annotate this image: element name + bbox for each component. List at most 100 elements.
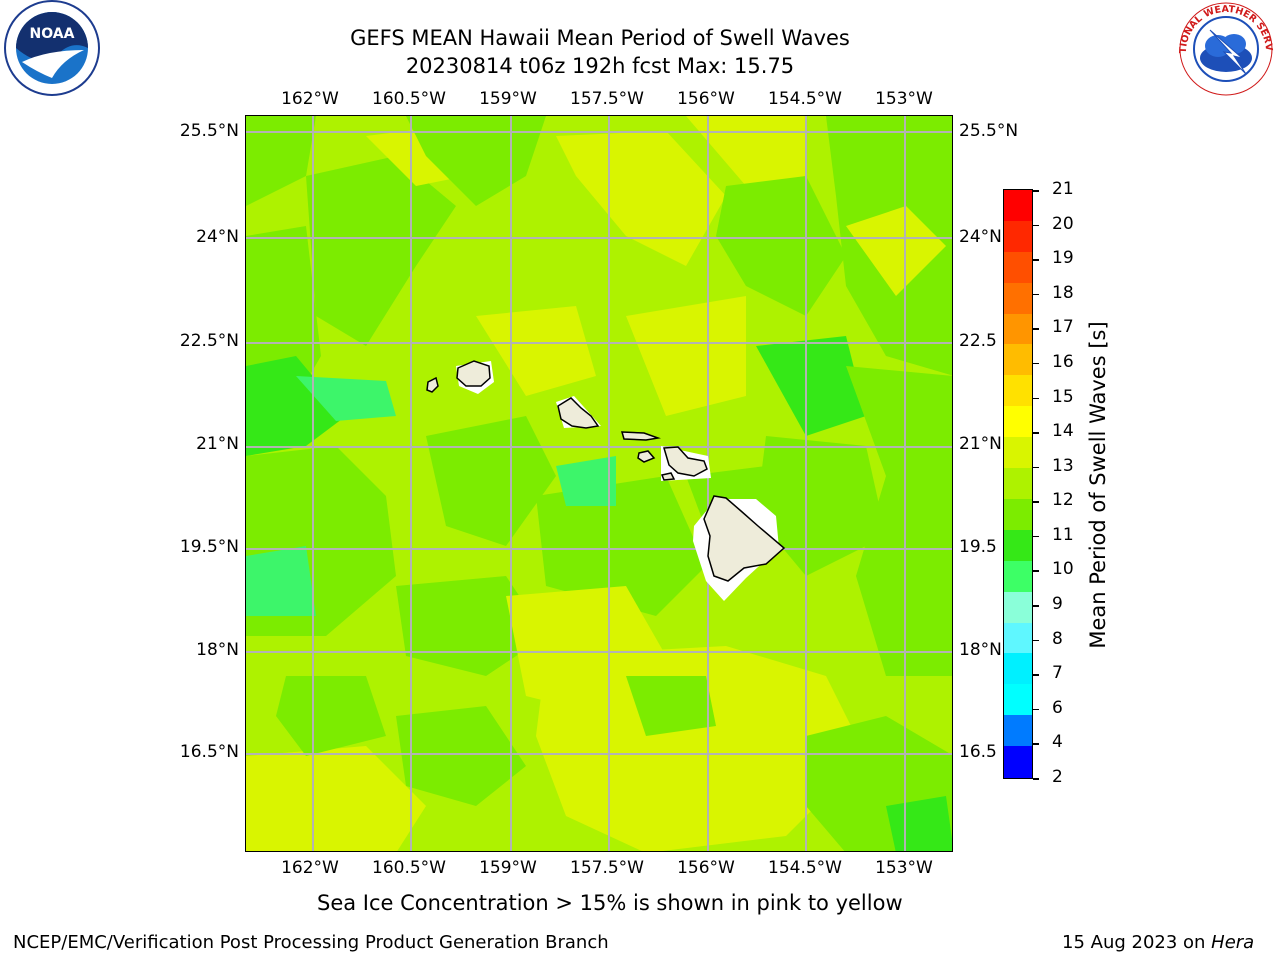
swell-period-map bbox=[246, 116, 952, 851]
colorbar-segment bbox=[1004, 468, 1032, 500]
lat-label-right: 16.5 bbox=[959, 742, 997, 762]
lat-label-left: 24°N bbox=[196, 227, 239, 247]
colorbar-tick-label: 17 bbox=[1052, 317, 1074, 338]
island-lanai bbox=[637, 450, 656, 463]
colorbar-tick-label: 14 bbox=[1052, 421, 1074, 442]
colorbar-tick-label: 11 bbox=[1052, 524, 1074, 545]
colorbar-segment bbox=[1004, 375, 1032, 407]
field-patch bbox=[246, 746, 426, 851]
colorbar-tick-label: 15 bbox=[1052, 386, 1074, 407]
colorbar-tick bbox=[1033, 224, 1039, 227]
colorbar-segment bbox=[1004, 653, 1032, 685]
map-subtitle: 20230814 t06z 192h fcst Max: 15.75 bbox=[405, 54, 795, 78]
noaa-logo-text: NOAA bbox=[30, 26, 75, 42]
lat-label-left: 19.5°N bbox=[179, 537, 239, 557]
colorbar-tick-label: 8 bbox=[1052, 628, 1063, 649]
colorbar-tick-label: 21 bbox=[1052, 179, 1074, 199]
colorbar-title: Mean Period of Swell Waves [s] bbox=[1086, 321, 1110, 649]
lat-label-left: 18°N bbox=[196, 640, 239, 660]
colorbar-tick-label: 7 bbox=[1052, 663, 1063, 684]
colorbar-tick-label: 13 bbox=[1052, 455, 1074, 476]
colorbar-tick-label: 18 bbox=[1052, 282, 1074, 303]
field-patch bbox=[296, 376, 396, 421]
colorbar-segment bbox=[1004, 313, 1032, 346]
colorbar-tick-label: 9 bbox=[1052, 594, 1063, 615]
colorbar-tick bbox=[1033, 501, 1039, 503]
colorbar-tick-label: 19 bbox=[1052, 248, 1074, 269]
field-patch bbox=[556, 131, 726, 266]
lon-label-top: 156°W bbox=[677, 89, 735, 109]
noaa-logo: NOAA bbox=[2, 0, 102, 100]
colorbar-segment bbox=[1004, 715, 1032, 747]
colorbar-segment bbox=[1004, 684, 1032, 716]
lat-label-right: 24°N bbox=[959, 227, 1002, 247]
field-patch bbox=[556, 456, 616, 506]
graticule-lines bbox=[246, 116, 952, 851]
colorbar-segment bbox=[1004, 622, 1032, 654]
colorbar-tick bbox=[1033, 466, 1039, 469]
colorbar-segment bbox=[1004, 282, 1032, 315]
field-contours bbox=[246, 116, 952, 851]
island-hawaii bbox=[703, 495, 786, 582]
colorbar-tick bbox=[1033, 674, 1039, 676]
map-frame bbox=[245, 115, 953, 852]
lon-label-bottom: 160.5°W bbox=[372, 858, 446, 878]
island-oahu bbox=[557, 397, 600, 429]
field-patch bbox=[396, 706, 526, 806]
colorbar-tick bbox=[1033, 778, 1039, 780]
field-patch bbox=[886, 796, 952, 851]
lon-label-top: 153°W bbox=[875, 89, 933, 109]
field-patch bbox=[536, 646, 866, 851]
colorbar-tick-label: 12 bbox=[1052, 490, 1074, 511]
nws-logo: NATIONAL WEATHER SERVICE bbox=[1172, 0, 1276, 100]
island-kahoolawe bbox=[660, 472, 676, 481]
map-title: GEFS MEAN Hawaii Mean Period of Swell Wa… bbox=[350, 26, 850, 50]
field-patch bbox=[846, 206, 946, 296]
field-patch bbox=[756, 436, 886, 576]
colorbar-segment bbox=[1004, 220, 1032, 253]
colorbar-tick-label: 6 bbox=[1052, 697, 1063, 718]
colorbar-tick bbox=[1033, 362, 1039, 365]
field-patch bbox=[536, 476, 706, 616]
lon-label-bottom: 154.5°W bbox=[768, 858, 842, 878]
colorbar-tick-label: 16 bbox=[1052, 351, 1074, 372]
colorbar-tick-label: 20 bbox=[1052, 213, 1074, 234]
lat-label-right: 19.5 bbox=[959, 537, 997, 557]
field-patch bbox=[246, 116, 316, 206]
credit-line: NCEP/EMC/Verification Post Processing Pr… bbox=[13, 932, 609, 953]
date-line: 15 Aug 2023 on Hera bbox=[1062, 932, 1254, 953]
lat-label-left: 21°N bbox=[196, 434, 239, 454]
lat-label-right: 18°N bbox=[959, 640, 1002, 660]
lat-label-left: 22.5°N bbox=[179, 331, 239, 351]
colorbar-segment bbox=[1004, 344, 1032, 376]
colorbar-tick-label: 2 bbox=[1052, 767, 1063, 787]
island-maui bbox=[663, 446, 708, 477]
field-patch bbox=[246, 356, 346, 456]
colorbar-tick bbox=[1033, 259, 1039, 261]
island-molokai bbox=[620, 431, 661, 441]
field-patch bbox=[756, 336, 866, 436]
field-patch bbox=[306, 156, 456, 346]
lat-label-left: 16.5°N bbox=[179, 742, 239, 762]
colorbar-tick bbox=[1033, 743, 1039, 745]
colorbar-segment bbox=[1004, 251, 1032, 284]
colorbar-tick bbox=[1033, 535, 1039, 538]
lat-label-right: 22.5 bbox=[959, 331, 997, 351]
lon-label-top: 159°W bbox=[479, 89, 537, 109]
field-patch bbox=[426, 416, 556, 546]
lat-label-right: 25.5°N bbox=[959, 121, 1019, 141]
field-patch bbox=[246, 546, 316, 616]
colorbar-tick bbox=[1033, 708, 1039, 711]
field-patch bbox=[626, 676, 716, 736]
colorbar-tick bbox=[1033, 432, 1039, 434]
colorbar-tick-label: 10 bbox=[1052, 559, 1074, 580]
colorbar-tick bbox=[1033, 639, 1039, 642]
date-text: 15 Aug 2023 on bbox=[1062, 932, 1212, 953]
colorbar-tick bbox=[1033, 328, 1039, 330]
island-kauai bbox=[456, 360, 491, 387]
hawaiian-islands bbox=[426, 360, 786, 601]
colorbar-segment bbox=[1004, 529, 1032, 562]
colorbar-segment bbox=[1004, 591, 1032, 624]
island-niihau bbox=[426, 376, 439, 393]
colorbar-segment bbox=[1004, 190, 1032, 222]
